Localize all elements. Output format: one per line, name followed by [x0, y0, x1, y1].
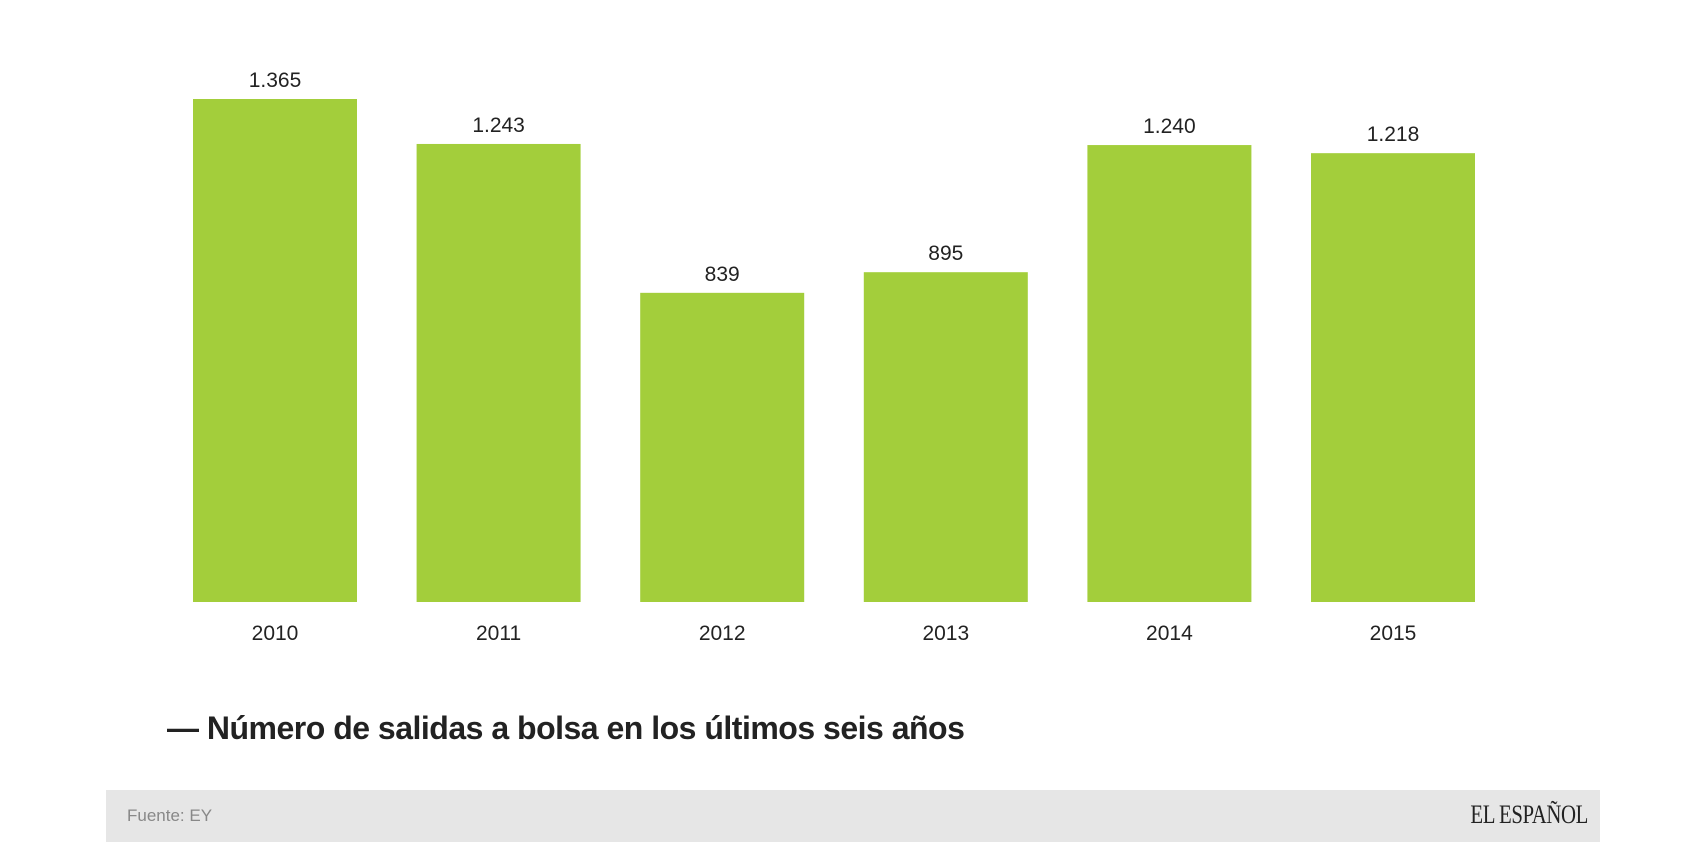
- bar-2012: [640, 292, 805, 602]
- footer: Fuente: EY EL ESPAÑOL: [106, 790, 1600, 842]
- x-tick-label: 2012: [699, 622, 746, 645]
- data-label: 1.218: [1367, 123, 1420, 146]
- title-dash: —: [167, 710, 199, 746]
- bar-2014: [1087, 145, 1252, 603]
- x-tick-label: 2011: [476, 622, 521, 645]
- x-tick-label: 2010: [252, 622, 299, 645]
- x-tick-label: 2013: [922, 622, 969, 645]
- data-label: 1.365: [249, 69, 302, 92]
- data-label: 1.240: [1143, 115, 1196, 138]
- bar-2015: [1311, 153, 1475, 602]
- data-label: 839: [705, 263, 740, 286]
- bar-2013: [863, 272, 1028, 602]
- el-espanol-logo: EL ESPAÑOL: [1470, 800, 1588, 829]
- bar-chart: 1.365 2010 1.243 2011 839 2012 895 2013 1.240 201…: [193, 69, 1475, 645]
- data-label: 1.243: [472, 114, 525, 137]
- x-tick-label: 2014: [1146, 622, 1193, 645]
- bar-2011: [416, 143, 581, 602]
- data-label: 895: [928, 242, 963, 265]
- source-label: Fuente: EY: [127, 806, 213, 825]
- x-tick-label: 2015: [1370, 622, 1417, 645]
- chart-title: — Número de salidas a bolsa en los últim…: [167, 710, 965, 747]
- title-text: Número de salidas a bolsa en los últimos…: [206, 710, 965, 746]
- bar-2010: [193, 99, 357, 602]
